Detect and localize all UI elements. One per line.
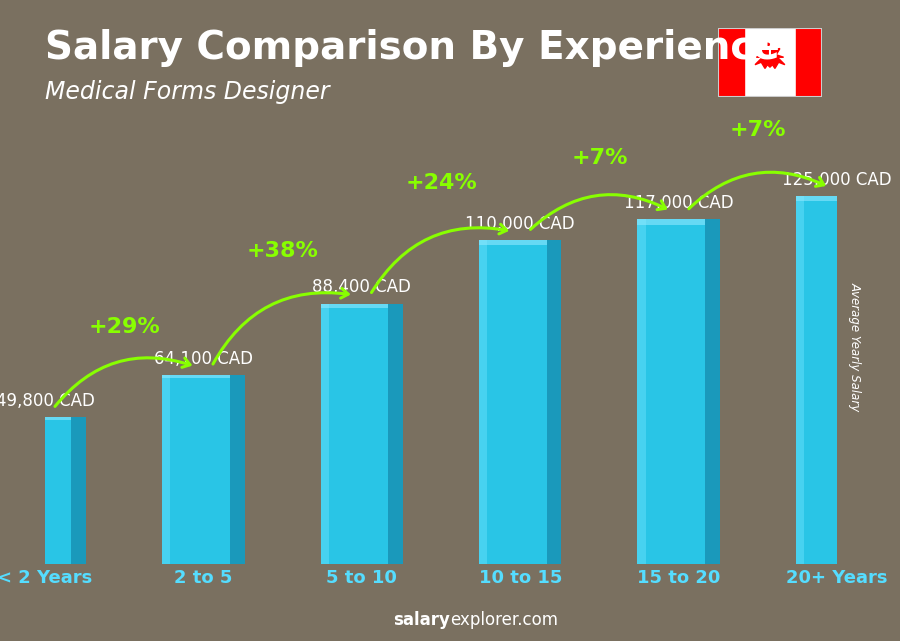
Bar bbox=[718, 28, 744, 97]
Bar bbox=[479, 240, 487, 564]
Text: +7%: +7% bbox=[730, 120, 786, 140]
Bar bbox=[637, 219, 705, 564]
Bar bbox=[705, 219, 720, 564]
Text: +38%: +38% bbox=[247, 241, 319, 261]
Bar bbox=[796, 196, 863, 201]
Bar bbox=[162, 375, 230, 378]
Bar bbox=[546, 240, 562, 564]
Bar bbox=[637, 219, 705, 224]
Bar bbox=[479, 240, 546, 245]
Text: Salary Comparison By Experience: Salary Comparison By Experience bbox=[45, 29, 779, 67]
Bar bbox=[637, 219, 645, 564]
Text: explorer.com: explorer.com bbox=[450, 612, 558, 629]
Text: 88,400 CAD: 88,400 CAD bbox=[312, 278, 411, 296]
Bar bbox=[796, 28, 822, 97]
Bar bbox=[320, 304, 328, 564]
Bar bbox=[320, 304, 388, 564]
Bar bbox=[863, 196, 878, 564]
Text: 49,800 CAD: 49,800 CAD bbox=[0, 392, 94, 410]
Bar bbox=[4, 417, 12, 564]
Bar bbox=[4, 417, 71, 420]
Bar bbox=[320, 304, 388, 308]
Text: 125,000 CAD: 125,000 CAD bbox=[782, 171, 892, 188]
Bar bbox=[230, 375, 245, 564]
Bar bbox=[4, 417, 71, 564]
Text: Medical Forms Designer: Medical Forms Designer bbox=[45, 80, 329, 104]
Bar bbox=[479, 240, 546, 564]
Text: 110,000 CAD: 110,000 CAD bbox=[465, 215, 575, 233]
Bar bbox=[796, 196, 863, 564]
Text: +24%: +24% bbox=[405, 173, 477, 193]
Text: 64,100 CAD: 64,100 CAD bbox=[154, 350, 253, 368]
Bar bbox=[388, 304, 403, 564]
Text: salary: salary bbox=[393, 612, 450, 629]
Bar bbox=[796, 196, 804, 564]
Text: +7%: +7% bbox=[572, 148, 627, 168]
Bar bbox=[162, 375, 230, 564]
Text: +29%: +29% bbox=[88, 317, 160, 337]
Bar bbox=[71, 417, 86, 564]
Text: Average Yearly Salary: Average Yearly Salary bbox=[849, 281, 862, 411]
Bar bbox=[162, 375, 170, 564]
Polygon shape bbox=[755, 42, 785, 69]
Text: 117,000 CAD: 117,000 CAD bbox=[624, 194, 733, 212]
